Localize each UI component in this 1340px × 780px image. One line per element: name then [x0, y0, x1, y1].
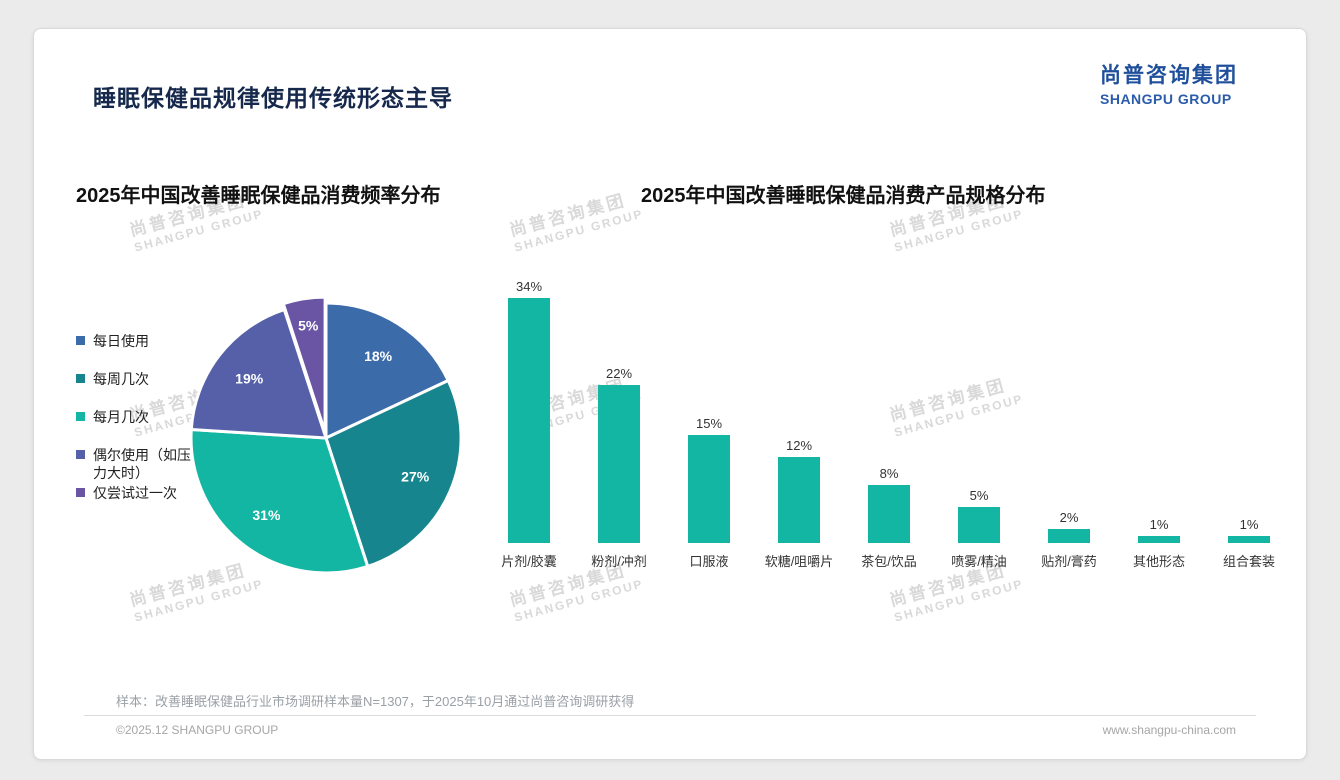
bar-stack: 12%: [778, 271, 820, 543]
bar: [868, 485, 910, 543]
pie-slice-label: 19%: [235, 370, 264, 386]
legend-marker: [76, 374, 85, 383]
slide: 尚普咨询集团 SHANGPU GROUP 尚普咨询集团 SHANGPU GROUP 尚普…: [33, 28, 1307, 760]
bar-column: 1% 其他形态: [1114, 271, 1204, 570]
legend-item: 每月几次: [76, 408, 197, 446]
copyright-text: ©2025.12 SHANGPU GROUP: [116, 723, 279, 737]
bar-stack: 1%: [1228, 271, 1270, 543]
legend-item: 每日使用: [76, 332, 197, 370]
bar: [958, 507, 1000, 543]
bar-category-label: 贴剂/膏药: [1041, 554, 1097, 569]
bar-stack: 5%: [958, 271, 1000, 543]
logo-text-en: SHANGPU GROUP: [1100, 91, 1232, 107]
bar: [1228, 535, 1270, 543]
bar-column: 1% 组合套装: [1204, 271, 1294, 570]
bar-column: 22% 粉剂/冲剂: [574, 271, 664, 570]
bar-stack: 8%: [868, 271, 910, 543]
legend-label: 每日使用: [93, 333, 149, 349]
bar-column: 34% 片剂/胶囊: [484, 271, 574, 570]
bar: [508, 298, 550, 543]
bar-column: 2% 贴剂/膏药: [1024, 271, 1114, 570]
pie-slice-label: 31%: [252, 507, 281, 523]
legend-marker: [76, 412, 85, 421]
bar: [1048, 528, 1090, 543]
bar-column: 15% 口服液: [664, 271, 754, 570]
legend-item: 仅尝试过一次: [76, 484, 197, 522]
bar-stack: 15%: [688, 271, 730, 543]
logo: 尚普咨询集团 SHANGPU GROUP: [1100, 59, 1238, 107]
bar-stack: 22%: [598, 271, 640, 543]
bar-category-label: 其他形态: [1132, 554, 1185, 569]
bar-column: 8% 茶包/饮品: [844, 271, 934, 570]
website-text: www.shangpu-china.com: [1102, 723, 1236, 737]
bar-value-label: 22%: [605, 365, 633, 381]
legend-marker: [76, 336, 85, 345]
bar-category-label: 软糖/咀嚼片: [764, 554, 834, 569]
legend-label: 仅尝试过一次: [93, 485, 177, 501]
legend-marker: [76, 488, 85, 497]
bar-column: 5% 喷雾/精油: [934, 271, 1024, 570]
bar-value-label: 8%: [879, 466, 899, 482]
pie-slice: [189, 308, 328, 440]
pie-slice: [281, 295, 327, 434]
pie-chart-title: 2025年中国改善睡眠保健品消费频率分布: [76, 185, 441, 207]
bar-value-label: 1%: [1239, 516, 1259, 532]
bar-category-label: 口服液: [689, 554, 729, 569]
bar-stack: 1%: [1138, 271, 1180, 543]
bar-value-label: 5%: [969, 488, 989, 503]
bar-category-label: 喷雾/精油: [951, 554, 1007, 569]
footer-divider: [84, 715, 1256, 716]
bar-value-label: 12%: [785, 437, 813, 453]
sample-note: 样本：改善睡眠保健品行业市场调研样本量N=1307，于2025年10月通过尚普咨…: [116, 694, 635, 709]
bar-chart-title: 2025年中国改善睡眠保健品消费产品规格分布: [641, 185, 1046, 207]
bar-chart: 34% 片剂/胶囊 22% 粉剂/冲剂 15% 口服液 12% 软糖/咀嚼片 8% 茶包/饮品 5%…: [484, 271, 1296, 570]
bar-value-label: 15%: [695, 416, 723, 431]
pie-slice: [324, 301, 450, 440]
legend-item: 每周几次: [76, 370, 197, 408]
pie-slice-label: 18%: [364, 348, 393, 364]
pie-chart: 18% 27% 31% 19% 5%: [189, 295, 463, 575]
pie-slice: [324, 379, 463, 568]
bar-value-label: 34%: [515, 279, 543, 295]
bar: [598, 384, 640, 543]
content-layer: 睡眠保健品规律使用传统形态主导 尚普咨询集团 SHANGPU GROUP 202…: [34, 29, 1306, 759]
pie-legend: 每日使用每周几次每月几次偶尔使用（如压力大时） 仅尝试过一次: [76, 332, 197, 522]
bar-value-label: 1%: [1149, 516, 1169, 532]
bar-category-label: 组合套装: [1222, 554, 1275, 569]
legend-label: 偶尔使用（如压力大时）: [93, 447, 191, 481]
legend-marker: [76, 450, 85, 459]
legend-label: 每月几次: [93, 409, 149, 425]
page-title: 睡眠保健品规律使用传统形态主导: [93, 85, 453, 111]
bar-stack: 2%: [1048, 271, 1090, 543]
bar: [778, 456, 820, 543]
legend-label: 每周几次: [93, 371, 149, 387]
bar-value-label: 2%: [1059, 509, 1079, 525]
bar: [688, 435, 730, 543]
pie-slice: [189, 428, 370, 575]
bar-category-label: 粉剂/冲剂: [591, 554, 647, 569]
bar-category-label: 片剂/胶囊: [501, 554, 557, 569]
bar: [1138, 535, 1180, 543]
logo-text-cn: 尚普咨询集团: [1100, 64, 1238, 87]
pie-slice-label: 5%: [298, 317, 319, 333]
legend-item: 偶尔使用（如压力大时）: [76, 446, 197, 484]
bar-category-label: 茶包/饮品: [861, 554, 917, 569]
pie-slice-label: 27%: [401, 469, 430, 485]
bar-column: 12% 软糖/咀嚼片: [754, 271, 844, 570]
bar-stack: 34%: [508, 271, 550, 543]
